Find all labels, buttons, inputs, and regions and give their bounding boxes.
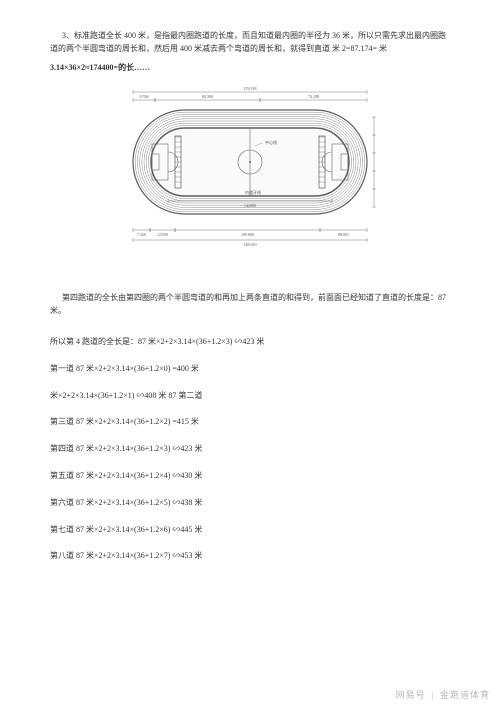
svg-text:148.610: 148.610 <box>244 242 257 247</box>
svg-text:84.390: 84.390 <box>202 94 213 99</box>
svg-text:176.918: 176.918 <box>244 86 257 91</box>
lane-7: 第七道 87 米×2+2×3.14×(36+1.2×6) ∽445 米 <box>50 524 450 537</box>
calc-intro: 所以第 4 跑道的全长是：87 米×2+2×3.14×(36+1.2×3) ∽4… <box>50 336 450 349</box>
svg-text:内道牙线: 内道牙线 <box>245 189 261 195</box>
lane-3: 第三道 87 米×2+2×3.14×(36+1.2×2) =415 米 <box>50 416 450 429</box>
track-diagram: 176.918 9.768 84.390 74.188 7.320 12.050 109.8… <box>100 82 400 252</box>
svg-text:88.001: 88.001 <box>338 232 349 237</box>
lane-5: 第五道 87 米×2+2×3.14×(36+1.2×4) ∽430 米 <box>50 470 450 483</box>
lane-4: 第四道 87 米×2+2×3.14×(36+1.2×3) ∽423 米 <box>50 443 450 456</box>
lane-8: 第八道 87 米×2+2×3.14×(36+1.2×7) ∽453 米 <box>50 550 450 563</box>
svg-text:中心线: 中心线 <box>265 139 277 145</box>
lane-2: 米×2+2×3.14×(36+1.2×1) ∽408 米 87 第二道 <box>50 390 450 403</box>
calc-list: 所以第 4 跑道的全长是：87 米×2+2×3.14×(36+1.2×3) ∽4… <box>50 336 450 563</box>
watermark-sep-icon: | <box>431 690 434 700</box>
svg-text:7.320: 7.320 <box>137 232 146 237</box>
svg-text:9.768: 9.768 <box>140 94 149 99</box>
watermark-left: 网易号 <box>396 690 426 700</box>
lane-6: 第六道 87 米×2+2×3.14×(36+1.2×5) ∽438 米 <box>50 497 450 510</box>
intro-paragraph-2: 3.14×36×2≈174400=的长…… <box>50 62 450 75</box>
section-lane4-text: 第四跑道的全长由第四圈的两个半圆弯道的和再加上两条直道的和得到，前面面已经知道了… <box>50 292 450 318</box>
watermark-right: 金跑道体育 <box>440 690 490 700</box>
watermark: 网易号 | 金跑道体育 <box>396 688 490 702</box>
svg-text:74.188: 74.188 <box>308 94 319 99</box>
svg-text:109.860: 109.860 <box>241 232 254 237</box>
lane-1: 第一道 87 米×2+2×3.14×(36+1.2×0) =400 米 <box>50 363 450 376</box>
svg-text:142000: 142000 <box>244 203 256 208</box>
svg-text:12.050: 12.050 <box>157 232 168 237</box>
intro-paragraph-1: 3、标准跑道全长 400 米，是指最内圈跑道的长度，而且知道最内圈的半径为 36… <box>50 30 450 56</box>
